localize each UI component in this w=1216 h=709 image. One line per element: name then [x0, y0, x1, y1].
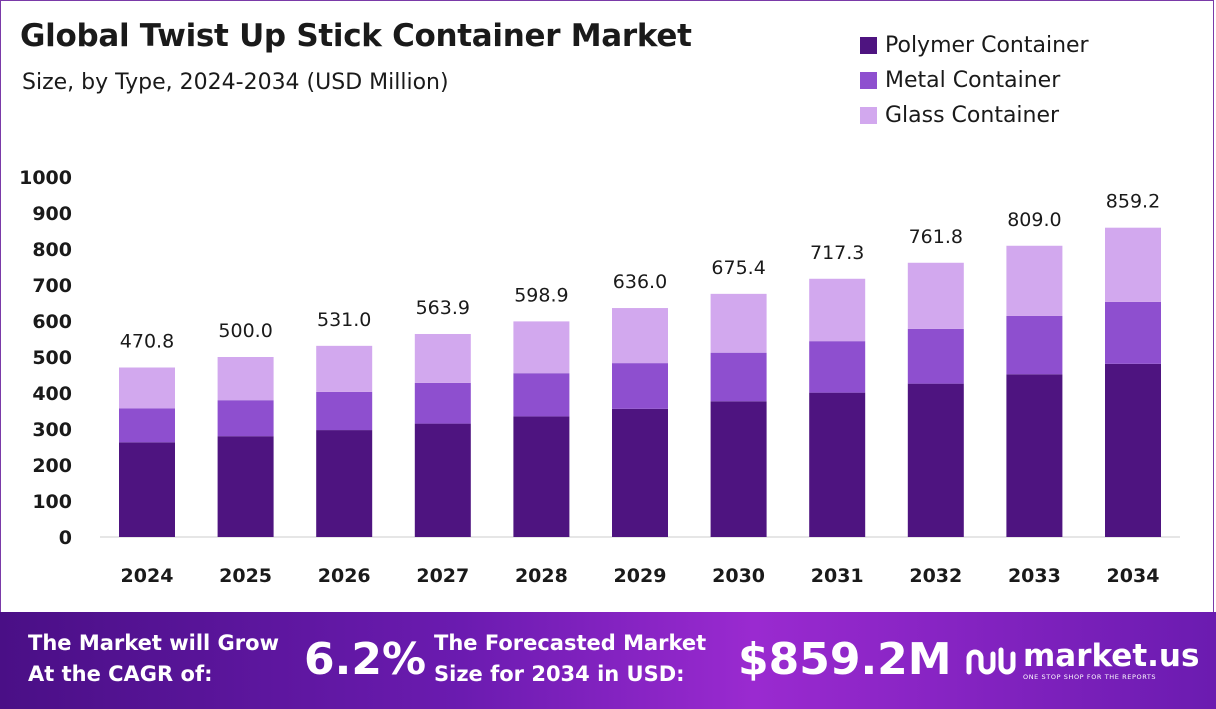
legend-item-polymer: Polymer Container	[860, 28, 1089, 63]
y-tick-label: 800	[32, 239, 72, 261]
market-us-logo-icon	[966, 647, 1016, 674]
legend-label-glass: Glass Container	[885, 103, 1060, 128]
bar-segment-glass-container	[119, 367, 175, 409]
bar-total-label: 761.8	[909, 226, 963, 248]
forecast-value: $859.2M	[738, 634, 952, 685]
bar-total-label: 598.9	[514, 284, 568, 306]
bar-total-label: 717.3	[810, 242, 864, 264]
bar-segment-glass-container	[1105, 227, 1161, 302]
x-tick-label: 2031	[811, 565, 864, 587]
x-tick-label: 2030	[712, 565, 765, 587]
bar-total-label: 636.0	[613, 271, 667, 293]
bar-segment-polymer-container	[1105, 363, 1161, 537]
bar-segment-glass-container	[710, 293, 767, 353]
bar-segment-metal-container	[1105, 301, 1161, 364]
bar-segment-metal-container	[907, 328, 964, 384]
bar-segment-metal-container	[316, 391, 373, 431]
cagr-label: The Market will Grow At the CAGR of:	[28, 628, 279, 690]
bar-segment-polymer-container	[710, 401, 767, 537]
chart-title: Global Twist Up Stick Container Market	[20, 18, 692, 54]
bar-segment-glass-container	[316, 345, 373, 392]
brand-name: market.us	[1023, 638, 1200, 674]
x-tick-label: 2034	[1107, 565, 1160, 587]
bar-total-label: 563.9	[416, 297, 470, 319]
bar-segment-metal-container	[414, 382, 471, 424]
bar-segment-polymer-container	[907, 383, 964, 537]
bar-total-label: 809.0	[1007, 209, 1061, 231]
brand-logo: market.us ONE STOP SHOP FOR THE REPORTS	[965, 640, 1199, 681]
x-tick-label: 2032	[909, 565, 962, 587]
bar-segment-polymer-container	[809, 392, 866, 537]
bar-segment-metal-container	[612, 363, 668, 409]
y-tick-label: 700	[32, 275, 72, 297]
legend-item-glass: Glass Container	[860, 98, 1089, 133]
chart-subtitle: Size, by Type, 2024-2034 (USD Million)	[22, 70, 449, 95]
bar-segment-glass-container	[414, 333, 471, 383]
brand-text: market.us ONE STOP SHOP FOR THE REPORTS	[1023, 640, 1199, 681]
y-tick-label: 200	[32, 455, 72, 477]
bar-segment-polymer-container	[1006, 374, 1063, 537]
bar-segment-polymer-container	[414, 423, 471, 537]
brand-tagline: ONE STOP SHOP FOR THE REPORTS	[1023, 673, 1157, 681]
bar-segment-glass-container	[1006, 245, 1063, 316]
stacked-bar-chart: 0 100 200 300 400 500 600 700 800 900 1000 470.8 202…	[19, 167, 1180, 587]
x-tick-label: 2025	[219, 565, 272, 587]
bar-segment-polymer-container	[217, 436, 274, 537]
bar-segment-glass-container	[217, 357, 274, 401]
legend-swatch-metal	[860, 72, 877, 89]
bar-segment-metal-container	[513, 373, 570, 417]
legend-label-polymer: Polymer Container	[885, 33, 1089, 58]
bar-segment-glass-container	[907, 262, 964, 329]
bar-segment-metal-container	[1006, 315, 1063, 375]
x-tick-label: 2026	[318, 565, 371, 587]
x-tick-label: 2028	[515, 565, 568, 587]
x-tick-label: 2029	[614, 565, 667, 587]
bar-segment-metal-container	[809, 341, 866, 393]
bar-segment-glass-container	[513, 321, 570, 374]
forecast-label: The Forecasted Market Size for 2034 in U…	[434, 628, 706, 690]
bar-segment-glass-container	[612, 308, 668, 364]
x-tick-label: 2033	[1008, 565, 1061, 587]
footer-banner: The Market will Grow At the CAGR of: 6.2…	[0, 612, 1216, 709]
bar-segment-polymer-container	[513, 416, 570, 537]
cagr-value: 6.2%	[304, 634, 427, 685]
forecast-label-line1: The Forecasted Market	[434, 631, 707, 655]
bar-total-label: 859.2	[1106, 191, 1160, 213]
bar-total-label: 675.4	[711, 257, 765, 279]
bar-total-label: 531.0	[317, 309, 371, 331]
legend: Polymer Container Metal Container Glass …	[860, 28, 1089, 133]
bar-segment-metal-container	[119, 408, 175, 443]
bar-segment-glass-container	[809, 278, 866, 342]
legend-label-metal: Metal Container	[885, 68, 1061, 93]
bar-segment-metal-container	[217, 400, 274, 437]
legend-swatch-glass	[860, 107, 877, 124]
y-tick-label: 900	[32, 203, 72, 225]
bar-segment-polymer-container	[612, 408, 668, 537]
bar-total-label: 500.0	[218, 320, 272, 342]
y-tick-label: 300	[32, 419, 72, 441]
legend-item-metal: Metal Container	[860, 63, 1089, 98]
y-tick-label: 1000	[19, 167, 72, 189]
y-tick-label: 600	[32, 311, 72, 333]
forecast-label-line2: Size for 2034 in USD:	[434, 662, 685, 686]
bar-segment-polymer-container	[119, 442, 175, 537]
y-tick-label: 500	[32, 347, 72, 369]
y-tick-label: 400	[32, 383, 72, 405]
y-tick-label: 0	[59, 527, 72, 549]
bar-segment-polymer-container	[316, 430, 373, 537]
y-tick-label: 100	[32, 491, 72, 513]
cagr-label-line2: At the CAGR of:	[28, 662, 213, 686]
bar-total-label: 470.8	[120, 331, 174, 353]
bar-segment-metal-container	[710, 352, 767, 402]
x-tick-label: 2027	[416, 565, 469, 587]
cagr-label-line1: The Market will Grow	[28, 631, 279, 655]
legend-swatch-polymer	[860, 37, 877, 54]
x-tick-label: 2024	[121, 565, 174, 587]
